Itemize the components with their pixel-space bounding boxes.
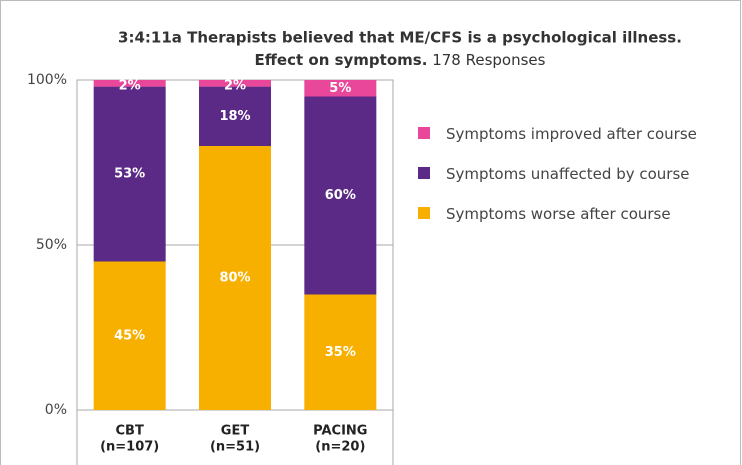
bar-segment: [304, 96, 377, 295]
title-line: Effect on symptoms. 178 Responses: [255, 51, 546, 69]
legend-swatch: [418, 207, 430, 219]
legend-item: Symptoms worse after course: [418, 202, 738, 226]
legend-swatch: [418, 127, 430, 139]
bar-segment: [199, 80, 271, 87]
data-label: 2%: [224, 79, 246, 94]
legend-item: Symptoms unaffected by course: [418, 162, 738, 186]
y-tick-label: 100%: [27, 72, 67, 88]
legend: Symptoms improved after course Symptoms u…: [418, 122, 738, 242]
bar-segment: [93, 261, 166, 410]
bar-segment: [304, 80, 377, 97]
data-label: 35%: [325, 345, 356, 360]
x-tick-label: (n=107): [100, 440, 159, 455]
x-tick-label: (n=20): [315, 440, 365, 455]
data-label: 80%: [219, 271, 250, 286]
legend-swatch: [418, 167, 430, 179]
data-label: 53%: [114, 167, 145, 182]
x-tick-label: PACING: [313, 424, 367, 439]
legend-label: Symptoms unaffected by course: [446, 165, 690, 183]
data-label: 60%: [325, 188, 356, 203]
bar-segment: [199, 86, 271, 146]
bar-segment: [93, 80, 166, 87]
legend-label: Symptoms worse after course: [446, 205, 671, 223]
chart-title: Effect on symptoms.: [255, 51, 428, 69]
bar-segment: [304, 294, 377, 410]
x-tick-label: CBT: [116, 424, 144, 439]
x-tick-label: GET: [221, 424, 250, 439]
data-label: 5%: [329, 81, 351, 96]
chart-title: 3:4:11a Therapists believed that ME/CFS …: [118, 29, 682, 47]
data-label: 45%: [114, 328, 145, 343]
subtitle: 178 Responses: [432, 51, 545, 69]
bar-segment: [199, 146, 271, 410]
x-tick-label: (n=51): [210, 440, 260, 455]
legend-item: Symptoms improved after course: [418, 122, 738, 146]
data-label: 2%: [119, 79, 141, 94]
y-tick-label: 50%: [36, 237, 67, 253]
legend-label: Symptoms improved after course: [446, 125, 697, 143]
data-label: 18%: [219, 109, 250, 124]
bar-segment: [93, 86, 166, 262]
y-tick-label: 0%: [45, 402, 67, 418]
